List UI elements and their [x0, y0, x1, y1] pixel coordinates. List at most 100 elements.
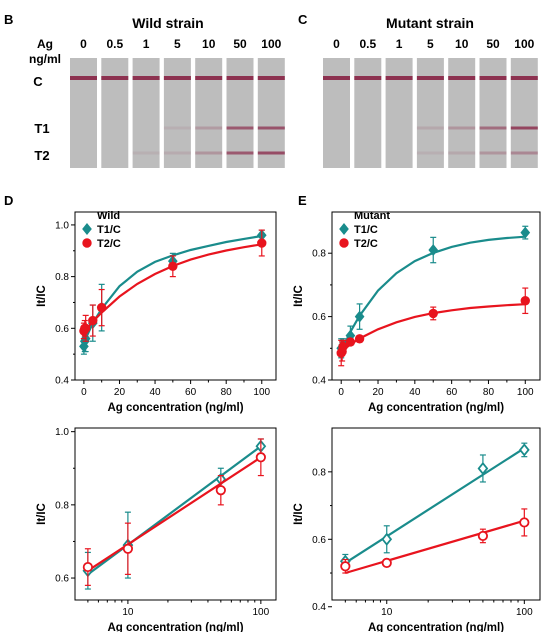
data-point	[122, 543, 134, 554]
mutant-band-t2	[479, 151, 507, 155]
y-tick-label: 1.0	[55, 427, 69, 438]
line-label-c: C	[33, 74, 43, 89]
wild-conc-label: 1	[143, 37, 150, 51]
legend-title: Mutant	[354, 210, 390, 222]
x-tick-label: 20	[372, 387, 384, 398]
fit-line	[83, 243, 262, 333]
mutant-strip	[323, 58, 350, 168]
x-tick-label: 80	[483, 387, 495, 398]
plot-frame	[331, 211, 541, 381]
wild-band-t2	[163, 151, 191, 155]
data-point	[477, 530, 489, 542]
wild-band-t1	[163, 126, 191, 130]
mutant-band-t1	[479, 126, 507, 130]
x-tick-label: 80	[221, 387, 233, 398]
mutant-band-t1	[448, 126, 476, 130]
y-tick-label: 0.4	[55, 376, 69, 387]
data-point	[518, 443, 530, 457]
x-tick-label: 10	[122, 607, 134, 618]
mutant-conc-label: 1	[396, 37, 403, 51]
mutant-strip	[385, 58, 413, 168]
legend-marker	[82, 238, 92, 248]
data-point	[345, 337, 356, 347]
plot-frame	[74, 427, 277, 601]
mutant-band-c	[416, 76, 444, 80]
y-tick-label: 0.8	[312, 249, 326, 260]
line-label-t2: T2	[34, 148, 49, 163]
mutant-conc-label: 50	[486, 37, 500, 51]
mutant-band-c	[354, 76, 382, 80]
wild-band-t1	[257, 126, 285, 130]
y-tick-label: 0.6	[55, 574, 69, 585]
legend-marker	[339, 223, 349, 235]
legend-label: T2/C	[354, 238, 378, 250]
wild-band-c	[132, 76, 160, 80]
legend-marker	[339, 238, 349, 248]
wild-band-c	[257, 76, 285, 80]
mutant-strip-panel: 0 0.5 1 5 10 50 100	[323, 37, 538, 168]
wild-band-c	[163, 76, 191, 80]
data-point	[340, 561, 351, 572]
line-label-t1: T1	[34, 121, 49, 136]
mutant-conc-label: 100	[514, 37, 534, 51]
x-axis-label: Ag concentration (ng/ml)	[107, 622, 243, 632]
fit-line	[82, 234, 262, 343]
data-point	[82, 561, 93, 573]
panel-c-title: Mutant strain	[386, 15, 474, 31]
mutant-conc-label: 0.5	[359, 37, 376, 51]
data-point	[520, 296, 530, 306]
x-axis-label: Ag concentration (ng/ml)	[107, 402, 243, 414]
legend-label: T2/C	[97, 238, 121, 250]
y-tick-label: 0.6	[55, 324, 69, 335]
legend-label: T1/C	[97, 224, 121, 236]
wild-band-c	[226, 76, 254, 80]
wild-conc-label: 10	[202, 37, 216, 51]
ag-label: Ag	[37, 37, 53, 51]
y-tick-label: 1.0	[55, 220, 69, 231]
legend-title: Wild	[97, 210, 120, 222]
mutant-band-t1	[510, 126, 538, 130]
wild-strip	[101, 58, 129, 168]
data-point	[354, 334, 365, 344]
data-point	[88, 315, 98, 326]
mutant-conc-label: 0	[333, 37, 340, 51]
y-axis-label: It/IC	[293, 503, 305, 525]
mutant-band-t2	[510, 151, 538, 155]
mutant-strip	[354, 58, 382, 168]
wild-conc-label: 100	[261, 37, 281, 51]
data-point	[428, 308, 438, 319]
data-point	[428, 244, 439, 257]
wild-strip-panel: 0 0.5 1 5 10 50 100	[70, 37, 285, 168]
x-axis-label: Ag concentration (ng/ml)	[368, 402, 504, 414]
panel-letter-d: D	[4, 193, 13, 208]
plot-frame	[74, 211, 277, 381]
mutant-band-c	[479, 76, 507, 80]
data-point	[255, 452, 266, 463]
data-point	[477, 461, 489, 476]
wild-band-t1	[226, 126, 254, 130]
data-point	[257, 238, 267, 248]
x-tick-label: 40	[409, 387, 421, 398]
data-point	[520, 226, 531, 239]
y-tick-label: 0.8	[55, 272, 69, 283]
chart-wild-log: 0.6 0.8 1.0 10 100 Ag concentration (ng/ml) It…	[36, 427, 277, 632]
x-axis-label: Ag concentration (ng/ml)	[368, 622, 504, 632]
x-tick-label: 0	[338, 387, 344, 398]
fit-line	[344, 519, 525, 575]
plot-frame	[331, 427, 541, 601]
x-tick-label: 10	[381, 607, 393, 618]
wild-strip	[70, 58, 97, 168]
wild-band-c	[70, 76, 97, 80]
mutant-band-c	[448, 76, 476, 80]
x-tick-label: 20	[114, 387, 126, 398]
x-tick-label: 0	[81, 387, 87, 398]
wild-conc-label: 5	[174, 37, 181, 51]
y-tick-label: 0.4	[312, 376, 326, 387]
data-point	[381, 557, 392, 569]
mutant-band-t1	[416, 126, 444, 130]
wild-band-t1	[195, 126, 223, 130]
chart-mutant-linear: 0.4 0.6 0.8 0 20 40 60 80 100 Ag concentration (n…	[293, 210, 541, 414]
legend-marker	[82, 223, 92, 235]
y-axis-label: It/IC	[36, 285, 48, 307]
